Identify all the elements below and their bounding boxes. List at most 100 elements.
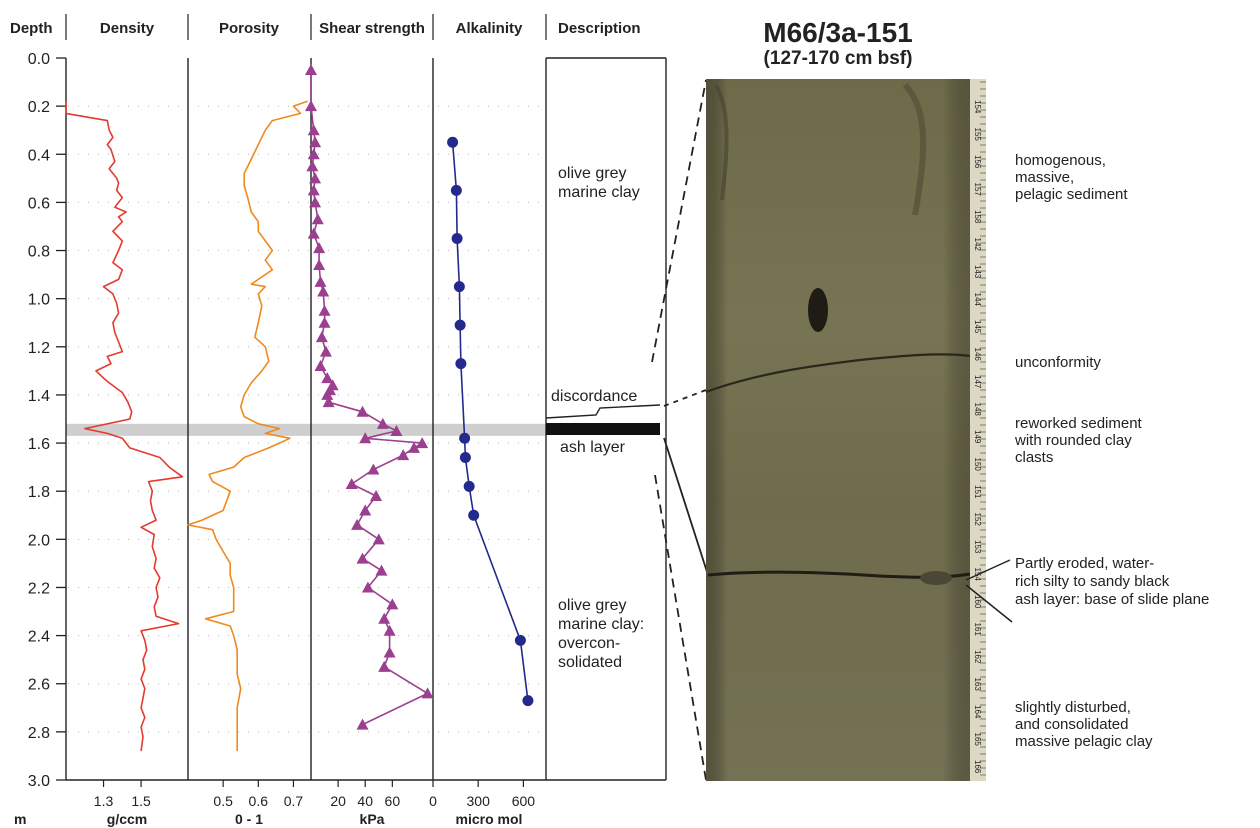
shear-strength-point xyxy=(356,718,369,730)
shear-strength-point xyxy=(390,425,403,437)
depth-header: Depth xyxy=(10,20,53,37)
scale-number: 154 xyxy=(973,100,982,114)
ash-layer-band xyxy=(66,423,546,436)
core-burrow xyxy=(808,288,828,332)
annotation-unconformity: unconformity xyxy=(1015,354,1101,371)
shear-strength-point xyxy=(356,405,369,417)
core-crack xyxy=(714,84,729,201)
core-crack xyxy=(902,82,927,216)
shear-strength-point xyxy=(313,242,326,254)
shear-strength-point xyxy=(309,172,322,184)
shear-strength-x-tick-label: 40 xyxy=(357,793,373,809)
dotted-gridlines xyxy=(68,105,544,733)
alkalinity-x-tick-label: 300 xyxy=(467,793,491,809)
depth-tick-label: 2.6 xyxy=(28,677,50,694)
core-unconformity-line xyxy=(705,353,971,394)
annotation-reworked: reworked sediment with rounded clay clas… xyxy=(1014,415,1146,466)
density-series-line xyxy=(65,101,184,752)
porosity-unit-label: 0 - 1 xyxy=(235,811,263,827)
depth-tick-label: 0.6 xyxy=(28,195,50,212)
shear-strength-point xyxy=(305,64,317,76)
alkalinity-point xyxy=(453,281,465,293)
alkalinity-x-tick-label: 600 xyxy=(512,793,536,809)
scale-number: 143 xyxy=(973,265,982,279)
shear-strength-point xyxy=(375,564,388,576)
depth-tick-label: 0.2 xyxy=(28,99,50,116)
depth-tick-label: 2.0 xyxy=(28,532,50,549)
shear-strength-point xyxy=(370,490,383,502)
scale-number: 149 xyxy=(973,430,982,444)
shear-strength-point xyxy=(383,624,396,636)
annotation-ash-layer: Partly eroded, water- rich silty to sand… xyxy=(1015,555,1209,608)
porosity-header: Porosity xyxy=(219,20,280,37)
depth-tick-label: 3.0 xyxy=(28,773,50,790)
annotation-disturbed: slightly disturbed, and consolidated mas… xyxy=(1015,699,1153,750)
scale-number: 144 xyxy=(973,293,982,307)
scale-number: 164 xyxy=(973,705,982,719)
shear-strength-point xyxy=(356,552,369,564)
depth-tick-label: 0.0 xyxy=(28,51,50,68)
alkalinity-point xyxy=(459,432,471,444)
alkalinity-point xyxy=(459,452,471,464)
porosity-x-tick-label: 0.5 xyxy=(213,793,233,809)
density-header: Density xyxy=(100,20,155,37)
shear-strength-point xyxy=(318,316,331,328)
alkalinity-unit-label: micro mol xyxy=(456,811,523,827)
ash-layer-bar xyxy=(546,423,660,435)
shear-strength-point xyxy=(315,331,328,343)
scale-number: 151 xyxy=(973,485,982,499)
shear-strength-point xyxy=(317,285,330,297)
porosity-x-tick-label: 0.7 xyxy=(284,793,304,809)
shear-strength-point xyxy=(359,432,372,444)
shear-strength-point xyxy=(306,160,319,172)
shear-strength-point xyxy=(319,345,332,357)
depth-tick-label: 1.0 xyxy=(28,292,50,309)
discordance-line xyxy=(545,404,661,419)
alkalinity-point xyxy=(450,184,462,196)
ash-layer-connector xyxy=(663,437,709,576)
shear-strength-point xyxy=(351,518,364,530)
alkalinity-point xyxy=(514,634,526,646)
depth-tick-label: 0.4 xyxy=(28,147,50,164)
alkalinity-point xyxy=(451,233,463,244)
shear-strength-point xyxy=(397,449,410,461)
shear-strength-point xyxy=(367,463,380,475)
shear-strength-point xyxy=(321,388,334,400)
shear-strength-point xyxy=(307,124,320,136)
alkalinity-point xyxy=(463,480,475,492)
shear-strength-point xyxy=(376,417,389,429)
depth-tick-label: 1.2 xyxy=(28,340,50,357)
scale-number: 156 xyxy=(973,155,982,169)
scale-number: 165 xyxy=(973,733,982,747)
scale-number: 146 xyxy=(973,348,982,362)
discordance-connector xyxy=(663,389,707,407)
shear-strength-point xyxy=(383,646,396,658)
alkalinity-point xyxy=(455,358,467,370)
description-upper-clay: olive grey marine clay xyxy=(558,165,640,201)
description-ash-layer: ash layer xyxy=(560,439,626,456)
depth-tick-label: 1.6 xyxy=(28,436,50,453)
core-top-connector xyxy=(651,79,707,363)
porosity-x-tick-label: 0.6 xyxy=(249,793,269,809)
shear-strength-point xyxy=(359,504,372,516)
core-photo: M66/3a-151 (127-170 cm bsf) 154 155 156 157… xyxy=(705,17,986,781)
core-photo-shading xyxy=(706,79,970,781)
ash-annotation-line-upper xyxy=(965,559,1011,581)
density-x-tick-label: 1.3 xyxy=(94,793,114,809)
core-bottom-connector xyxy=(654,474,707,781)
alkalinity-series-line xyxy=(451,142,529,701)
depth-unit-label: m xyxy=(14,811,26,827)
scale-number: 145 xyxy=(973,320,982,334)
scale-number: 163 xyxy=(973,678,982,692)
shear-strength-point xyxy=(309,136,322,148)
shear-strength-point xyxy=(372,533,385,545)
scale-number: 142 xyxy=(973,238,982,252)
depth-tick-label: 2.8 xyxy=(28,725,50,742)
shear-strength-point xyxy=(361,581,374,593)
scale-number: 155 xyxy=(973,128,982,142)
core-scale-tape xyxy=(970,79,986,781)
scale-number: 166 xyxy=(973,760,982,774)
alkalinity-point xyxy=(447,136,459,148)
shear-strength-point xyxy=(307,148,320,160)
description-lower-clay: olive grey marine clay: overcon- solidat… xyxy=(558,597,649,671)
